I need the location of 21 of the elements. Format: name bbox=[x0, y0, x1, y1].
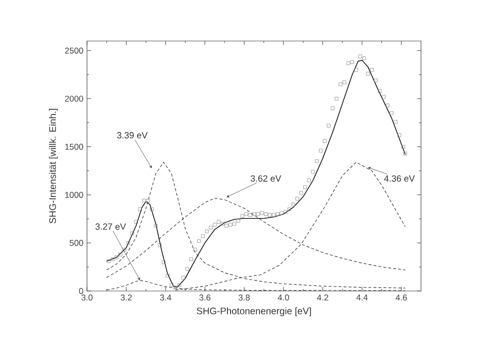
x-tick-label: 4.4 bbox=[356, 294, 368, 300]
y-tick-label: 0 bbox=[79, 288, 84, 294]
x-axis-title: SHG-Photonenenergie [eV] bbox=[196, 307, 311, 316]
x-tick-label: 4.0 bbox=[278, 294, 290, 301]
y-tick-label: 500 bbox=[70, 240, 84, 246]
y-tick-label: 1500 bbox=[65, 144, 84, 150]
y-axis-title: SHG-Intensität [willk. Einh.] bbox=[48, 108, 58, 224]
annotation: 3.62 eV bbox=[250, 175, 282, 182]
y-tick-label: 1000 bbox=[65, 192, 84, 198]
x-tick-label: 3.6 bbox=[199, 294, 210, 301]
annotation: 3.39 eV bbox=[117, 132, 148, 138]
annotation: 3.27 eV bbox=[95, 223, 126, 230]
y-tick-label: 2000 bbox=[65, 96, 84, 102]
x-tick-label: 3.4 bbox=[160, 294, 172, 301]
y-tick-label: 2500 bbox=[65, 48, 84, 54]
x-tick-label: 3.8 bbox=[238, 294, 250, 301]
x-tick-label: 4.2 bbox=[317, 294, 328, 300]
x-tick-label: 3.2 bbox=[120, 294, 132, 301]
annotation: 4.36 eV bbox=[384, 175, 415, 182]
x-tick-label: 3.0 bbox=[81, 294, 93, 301]
x-tick-label: 4.6 bbox=[396, 294, 407, 301]
